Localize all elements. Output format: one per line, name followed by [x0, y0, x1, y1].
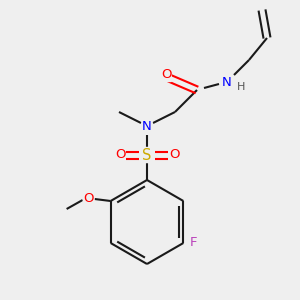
Text: O: O [161, 68, 171, 82]
Text: O: O [83, 193, 94, 206]
Text: N: N [142, 121, 152, 134]
Text: N: N [222, 76, 232, 88]
Text: S: S [142, 148, 152, 163]
Text: O: O [115, 148, 125, 161]
Text: H: H [237, 82, 245, 92]
Text: O: O [169, 148, 179, 161]
Text: F: F [190, 236, 197, 250]
